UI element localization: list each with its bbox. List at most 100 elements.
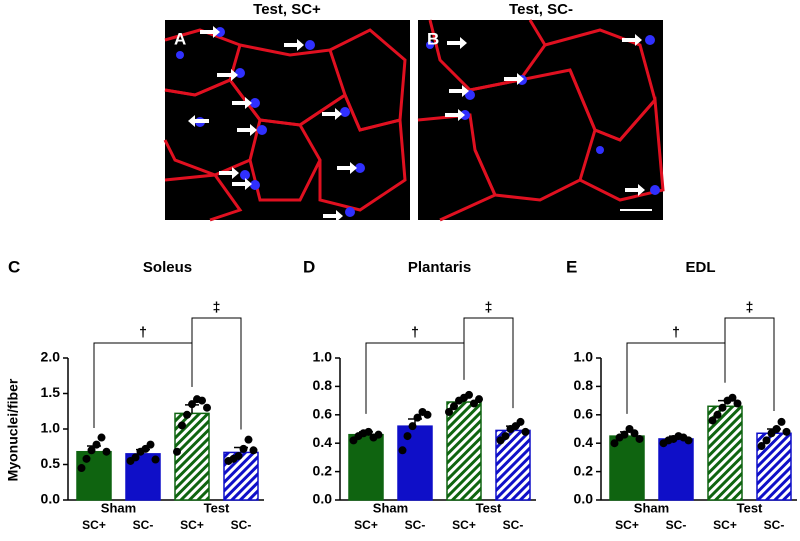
data-point [516,417,525,426]
data-point [82,454,91,463]
data-point [521,427,530,436]
bar [446,401,482,501]
group-label: Test [204,500,230,515]
data-point [610,439,619,448]
y-tick-label: 2.0 [41,349,61,365]
data-point [620,430,629,439]
significance-mark: † [672,324,680,340]
y-tick-label: 0.0 [313,491,333,507]
y-tick-label: 0.0 [41,491,61,507]
data-point [713,410,722,419]
significance-bracket [463,317,514,409]
data-point [708,416,717,425]
x-tick-label: SC+ [713,518,737,532]
data-point [249,446,258,455]
group-label: Sham [373,500,408,515]
group-label: Test [476,500,502,515]
bar [658,438,694,501]
x-tick-label: SC+ [180,518,204,532]
data-point [777,417,786,426]
data-point [403,432,412,441]
data-point [684,436,693,445]
x-tick-label: SC- [666,518,687,532]
data-point [188,400,196,409]
bar [76,450,112,501]
significance-mark: † [411,324,419,340]
significance-mark: ‡ [746,299,754,315]
significance-mark: ‡ [213,299,221,315]
y-tick-label: 0.2 [574,462,594,478]
data-point [501,432,510,441]
x-tick-label: SC- [503,518,524,532]
data-point [450,402,458,411]
data-point [146,440,155,449]
data-point [92,440,101,449]
panel-label: A [174,29,186,48]
group-label: Sham [634,500,669,515]
x-tick-label: SC- [764,518,785,532]
y-tick-label: 0.2 [313,462,333,478]
y-tick-label: 1.0 [313,349,333,365]
data-point [413,413,422,422]
y-tick-label: 0.8 [313,377,333,393]
chart-title: Soleus [143,259,192,276]
significance-bracket [191,317,242,430]
data-point [475,395,483,404]
x-tick-label: SC- [405,518,426,532]
data-point [364,427,373,436]
data-point [465,390,473,399]
y-tick-label: 0.8 [574,377,594,393]
y-tick-label: 0.6 [313,406,333,422]
image-title: Test, SC- [509,1,573,18]
data-point [733,399,742,408]
data-point [234,451,243,460]
y-tick-label: 0.6 [574,406,594,422]
panel-label: E [566,257,577,276]
data-point [244,435,253,444]
y-tick-label: 1.0 [574,349,594,365]
bar [397,425,433,501]
data-point [445,407,453,416]
panel-label: D [303,257,315,276]
data-point [398,446,407,455]
data-point [173,447,181,456]
data-point [718,403,727,412]
chart-title: Plantaris [408,259,471,276]
significance-bracket [724,317,775,411]
data-point [239,444,248,453]
data-point [131,453,140,462]
panel-label: B [427,29,439,48]
data-point [374,430,383,439]
data-point [87,446,96,455]
data-point [408,422,417,431]
y-tick-label: 0.5 [41,455,61,471]
y-tick-label: 1.0 [41,420,61,436]
data-point [635,434,644,443]
data-point [772,425,781,433]
image-title: Test, SC+ [253,1,321,18]
significance-mark: ‡ [485,299,493,315]
y-tick-label: 1.5 [41,384,61,400]
data-point [630,429,639,438]
data-point [782,427,791,436]
data-point [77,464,86,473]
group-label: Sham [101,500,136,515]
data-point [728,393,737,402]
data-point [762,436,771,445]
significance-bracket [626,342,726,414]
data-point [178,421,186,430]
y-axis-label: Myonuclei/fiber [5,378,21,481]
y-tick-label: 0.4 [313,434,333,450]
data-point [97,433,106,442]
data-point [102,447,111,456]
bar [348,433,384,501]
x-tick-label: SC+ [615,518,639,532]
significance-mark: † [139,324,147,340]
data-point [203,403,211,412]
x-tick-label: SC+ [354,518,378,532]
y-tick-label: 0.4 [574,434,594,450]
x-tick-label: SC+ [452,518,476,532]
chart-title: EDL [686,259,716,276]
panel-label: C [8,257,20,276]
